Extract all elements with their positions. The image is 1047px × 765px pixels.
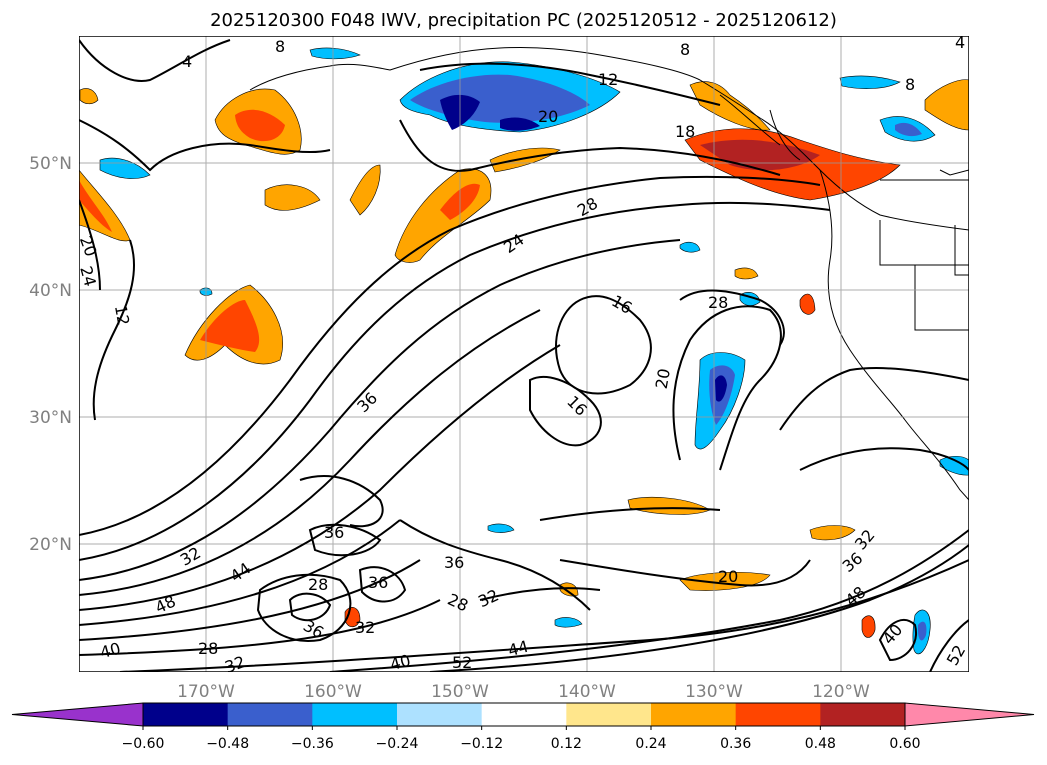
colorbar-tick-label: −0.36 xyxy=(291,736,334,752)
contour-label: 32 xyxy=(222,652,248,677)
lat-label: 20°N xyxy=(29,535,72,555)
lat-label: 30°N xyxy=(29,408,72,428)
iwv-contours xyxy=(79,39,969,672)
colorbar-segment xyxy=(397,703,483,726)
colorbar-extend-low xyxy=(11,702,144,727)
contour-label: 28 xyxy=(308,575,328,594)
contour-label: 36 xyxy=(324,523,344,542)
contour-label: 8 xyxy=(680,40,690,59)
contour-label: 40 xyxy=(388,651,413,675)
contour-label: 20 xyxy=(718,567,738,586)
lon-label: 170°W xyxy=(177,682,235,702)
lon-label: 140°W xyxy=(558,682,616,702)
colorbar-segment xyxy=(651,703,737,726)
colorbar-tick-label: 0.24 xyxy=(635,736,666,752)
colorbar-tick-label: −0.60 xyxy=(122,736,165,752)
contour-label: 36 xyxy=(368,573,388,592)
contour-label: 8 xyxy=(275,37,285,56)
contour-label: 20 xyxy=(652,367,674,390)
colorbar-segment xyxy=(312,703,398,726)
contour-label: 44 xyxy=(506,637,531,661)
colorbar-tick-label: 0.48 xyxy=(805,736,836,752)
contour-label: 32 xyxy=(355,618,375,637)
colorbar-tick-label: 0.12 xyxy=(551,736,582,752)
colorbar-segment xyxy=(566,703,652,726)
contour-label: 28 xyxy=(708,293,728,312)
colorbar-segment xyxy=(143,703,229,726)
colorbar-segment xyxy=(735,703,821,726)
contour-label: 4 xyxy=(955,33,965,52)
colorbar: −0.60 −0.48 −0.36 −0.24 −0.12 0.12 0.24 0.36 0.4… xyxy=(11,702,1035,752)
contour-label: 12 xyxy=(111,304,133,327)
longitude-labels: 170°W 160°W 150°W 140°W 130°W 120°W xyxy=(177,682,870,702)
contour-label: 20 xyxy=(76,233,101,259)
precip-negative-areas xyxy=(99,47,969,655)
contour-label: 12 xyxy=(598,70,618,89)
colorbar-tick-label: −0.12 xyxy=(460,736,503,752)
colorbar-tick-label: 0.60 xyxy=(889,736,920,752)
map-title: 2025120300 F048 IWV, precipitation PC (2… xyxy=(210,10,837,31)
colorbar-tick-label: −0.48 xyxy=(206,736,249,752)
contour-label: 4 xyxy=(182,52,192,71)
colorbar-segment xyxy=(820,703,906,726)
coastlines xyxy=(249,46,969,501)
lat-label: 40°N xyxy=(29,281,72,301)
contour-label: 8 xyxy=(905,75,915,94)
contour-label: 28 xyxy=(198,639,218,658)
colorbar-segment xyxy=(227,703,313,726)
contour-label: 18 xyxy=(675,122,695,141)
colorbar-tick-label: 0.36 xyxy=(720,736,751,752)
latitude-labels: 50°N 40°N 30°N 20°N xyxy=(29,154,72,555)
contour-label: 24 xyxy=(76,264,100,289)
colorbar-tick-label: −0.24 xyxy=(376,736,419,752)
lon-label: 160°W xyxy=(304,682,362,702)
colorbar-extend-high xyxy=(904,702,1035,727)
contour-label: 20 xyxy=(538,107,558,126)
lon-label: 120°W xyxy=(812,682,870,702)
colorbar-segment xyxy=(481,703,567,726)
lat-label: 50°N xyxy=(29,154,72,174)
map-plot-area: 4 8 8 8 12 12 20 18 20 24 24 28 28 16 16… xyxy=(76,33,969,677)
contour-label: 36 xyxy=(444,553,464,572)
contour-label: 52 xyxy=(452,653,472,672)
lon-label: 150°W xyxy=(431,682,489,702)
contour-label: 40 xyxy=(98,639,123,663)
graticule xyxy=(79,36,969,672)
lon-label: 130°W xyxy=(685,682,743,702)
